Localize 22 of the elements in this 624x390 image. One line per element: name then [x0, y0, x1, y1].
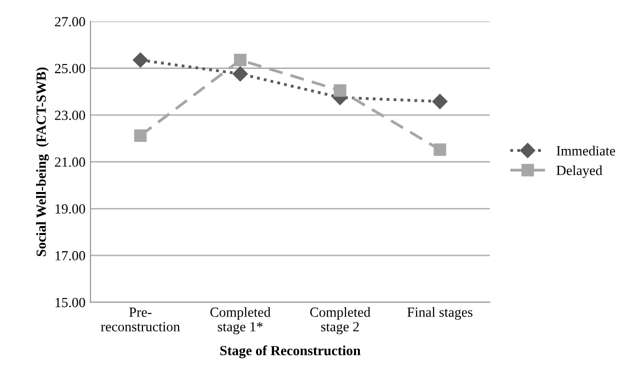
point [334, 84, 346, 97]
x-tick-label: Pre- reconstruction [100, 308, 180, 332]
y-tick-label: 21.00 [54, 157, 86, 167]
x-tick-label: Final stages [407, 307, 472, 320]
point [432, 94, 448, 110]
point [132, 52, 148, 68]
x-tick-label: Completed stage 2 [310, 307, 370, 334]
legend-label: Immediate [556, 146, 616, 156]
y-tick-label: 15.00 [56, 298, 86, 308]
y-tick-label: 25.00 [54, 64, 86, 74]
y-tick-label: 19.00 [56, 204, 86, 214]
y-tick-label: 17.00 [56, 251, 86, 260]
point [434, 143, 446, 156]
point [134, 129, 147, 142]
point [232, 66, 248, 82]
y-tick-label: 27.00 [54, 17, 86, 26]
x-tick-label: Completed stage 1* [210, 307, 271, 334]
y-tick-label: 23.00 [54, 110, 86, 120]
x-axis-title: Stage of Reconstruction [220, 345, 361, 358]
y-axis-title: Social Well-being (FACT-SWB) [36, 67, 49, 256]
legend-label: Delayed [556, 165, 602, 178]
point [234, 54, 246, 66]
